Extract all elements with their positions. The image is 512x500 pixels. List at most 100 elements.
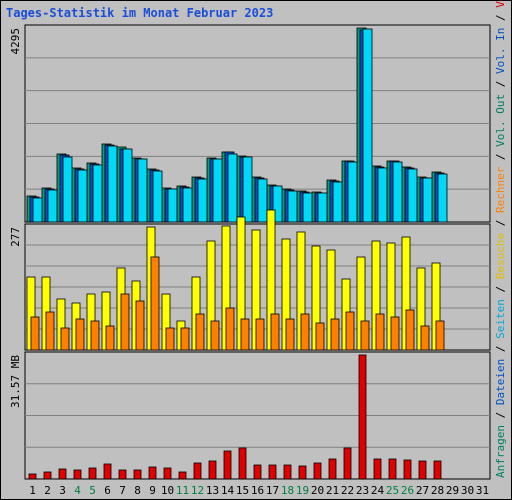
x-tick-label: 25 (386, 484, 399, 497)
bar-rechner-day-1 (30, 316, 40, 351)
x-tick-label: 1 (29, 484, 36, 497)
bar-volumen-day-20 (313, 462, 322, 480)
series-legend: Anfragen / Dateien / Seiten / Besuche / … (494, 0, 507, 478)
bar-rechner-day-9 (150, 256, 160, 351)
bar-rechner-day-26 (405, 309, 415, 351)
bar-seiten-day-19 (302, 192, 313, 223)
axis-max-label-top: 4295 (9, 28, 22, 55)
axis-max-label-middle: 277 (9, 227, 22, 247)
bar-volumen-day-26 (403, 459, 412, 480)
x-tick-label: 11 (176, 484, 189, 497)
bar-volumen-day-8 (133, 469, 142, 480)
axis-max-label-bottom: 31.57 MB (9, 355, 22, 408)
bar-volumen-day-4 (73, 469, 82, 480)
x-tick-label: 27 (416, 484, 429, 497)
bar-volumen-day-11 (178, 471, 187, 480)
legend-entry: / (494, 405, 507, 425)
bar-seiten-day-16 (257, 178, 268, 223)
legend-entry: Vol. Out (494, 94, 507, 147)
bar-volumen-day-19 (298, 465, 307, 480)
bar-rechner-day-10 (165, 327, 175, 351)
x-tick-label: 30 (461, 484, 474, 497)
bar-rechner-day-25 (390, 316, 400, 351)
bar-rechner-day-13 (210, 320, 220, 351)
bar-volumen-day-2 (43, 471, 52, 480)
legend-entry: Anfragen (494, 425, 507, 478)
x-tick-label: 10 (161, 484, 174, 497)
bar-volumen-day-22 (343, 447, 352, 480)
bar-seiten-day-25 (392, 161, 403, 223)
bar-rechner-day-24 (375, 313, 385, 351)
bar-seiten-day-8 (137, 158, 148, 223)
x-tick-label: 5 (89, 484, 96, 497)
bar-seiten-day-18 (287, 190, 298, 223)
bar-seiten-day-10 (167, 188, 178, 223)
bar-rechner-day-12 (195, 313, 205, 351)
bar-rechner-day-4 (75, 318, 85, 351)
x-tick-label: 9 (149, 484, 156, 497)
x-tick-label: 19 (296, 484, 309, 497)
bar-rechner-day-17 (270, 313, 280, 351)
x-tick-label: 7 (119, 484, 126, 497)
bar-rechner-day-18 (285, 318, 295, 351)
bar-rechner-day-27 (420, 325, 430, 351)
bar-rechner-day-23 (360, 320, 370, 351)
x-tick-label: 4 (74, 484, 81, 497)
bar-seiten-day-24 (377, 167, 388, 223)
x-tick-label: 2 (44, 484, 51, 497)
bar-seiten-day-11 (182, 187, 193, 223)
bar-seiten-day-12 (197, 178, 208, 223)
legend-entry: Besuche (494, 233, 507, 279)
bar-seiten-day-5 (92, 164, 103, 223)
bar-rechner-day-3 (60, 327, 70, 351)
bar-seiten-day-6 (107, 145, 118, 223)
x-tick-label: 6 (104, 484, 111, 497)
x-tick-label: 21 (326, 484, 339, 497)
bar-seiten-day-4 (77, 169, 88, 223)
bar-seiten-day-27 (422, 177, 433, 223)
bar-volumen-day-3 (58, 468, 67, 480)
legend-entry: Rechner (494, 166, 507, 213)
legend-entry: Dateien (494, 359, 507, 405)
x-tick-label: 14 (221, 484, 235, 497)
legend-entry: Vol. In (494, 28, 507, 74)
bar-volumen-day-13 (208, 460, 217, 480)
bar-volumen-day-17 (268, 464, 277, 480)
x-tick-label: 29 (446, 484, 459, 497)
x-tick-label: 26 (401, 484, 414, 497)
bar-rechner-day-8 (135, 300, 145, 351)
bar-seiten-day-13 (212, 158, 223, 223)
bar-volumen-day-6 (103, 463, 112, 480)
legend-entry: Volumen (494, 0, 507, 8)
legend-entry: Seiten (494, 299, 507, 339)
bar-volumen-day-23 (358, 354, 367, 480)
legend-entry: / (494, 213, 507, 233)
x-tick-label: 24 (371, 484, 385, 497)
bar-volumen-day-5 (88, 467, 97, 480)
bar-seiten-day-23 (362, 28, 373, 223)
bar-volumen-day-16 (253, 464, 262, 480)
bar-volumen-day-18 (283, 464, 292, 480)
x-tick-label: 28 (431, 484, 444, 497)
bar-rechner-day-21 (330, 318, 340, 351)
x-tick-label: 8 (134, 484, 141, 497)
bar-volumen-day-9 (148, 466, 157, 480)
x-tick-label: 13 (206, 484, 219, 497)
bar-rechner-day-20 (315, 322, 325, 351)
bar-rechner-day-22 (345, 311, 355, 351)
bar-seiten-day-22 (347, 161, 358, 223)
bar-volumen-day-14 (223, 450, 232, 480)
bar-volumen-day-24 (373, 458, 382, 480)
legend-entry: / (494, 74, 507, 94)
legend-entry: / (494, 279, 507, 299)
bar-seiten-day-28 (437, 173, 448, 223)
bar-volumen-day-28 (433, 460, 442, 480)
x-tick-label: 22 (341, 484, 354, 497)
bar-rechner-day-7 (120, 293, 130, 351)
x-tick-label: 17 (266, 484, 279, 497)
x-tick-label: 23 (356, 484, 369, 497)
bar-volumen-day-15 (238, 447, 247, 480)
bar-seiten-day-15 (242, 156, 253, 223)
